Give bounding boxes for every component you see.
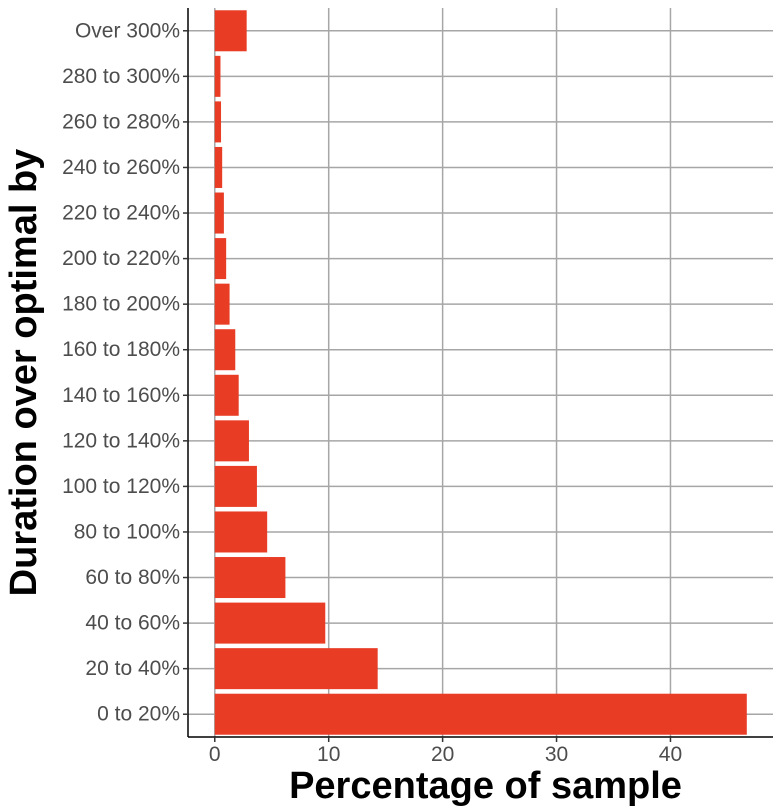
bar — [214, 374, 239, 416]
y-tick-label: 100 to 120% — [62, 475, 180, 498]
bar — [214, 648, 378, 690]
bar — [214, 557, 286, 599]
y-tick-label: 220 to 240% — [62, 202, 180, 225]
bar — [214, 329, 236, 371]
x-axis-title: Percentage of sample — [289, 765, 682, 807]
bar — [214, 693, 747, 735]
x-tick-label: 0 — [209, 743, 221, 766]
y-tick-label: 160 to 180% — [62, 338, 180, 361]
x-tick-label: 10 — [317, 743, 340, 766]
bar — [214, 192, 224, 234]
y-tick-label: 240 to 260% — [62, 156, 180, 179]
y-tick-label: 20 to 40% — [85, 657, 180, 680]
y-tick-label: 40 to 60% — [85, 612, 180, 635]
x-tick-label: 20 — [431, 743, 454, 766]
y-tick-label: 60 to 80% — [85, 566, 180, 589]
bar — [214, 10, 247, 52]
y-tick-label: 200 to 220% — [62, 247, 180, 270]
x-tick-label: 40 — [659, 743, 682, 766]
bar — [214, 602, 326, 644]
bar — [214, 101, 222, 143]
axes — [187, 8, 773, 738]
bar — [214, 238, 227, 280]
bar — [214, 55, 221, 97]
bar — [214, 283, 230, 325]
bar — [214, 511, 268, 553]
y-tick-label: 120 to 140% — [62, 429, 180, 452]
bar — [214, 146, 223, 188]
y-tick-label: 280 to 300% — [62, 65, 180, 88]
y-tick-label: 140 to 160% — [62, 384, 180, 407]
bars — [214, 10, 747, 735]
y-tick-label: 0 to 20% — [97, 703, 180, 726]
y-tick-label: 80 to 100% — [74, 520, 180, 543]
x-tick-labels: 0 10 20 30 40 — [209, 737, 682, 766]
y-tick-label: 260 to 280% — [62, 110, 180, 133]
grid-lines — [188, 8, 773, 737]
y-axis-title: Duration over optimal by — [3, 149, 45, 597]
x-tick-label: 30 — [545, 743, 568, 766]
bar — [214, 465, 257, 507]
y-tick-label: 180 to 200% — [62, 293, 180, 316]
bar — [214, 420, 249, 462]
y-tick-labels: 0 to 20% 20 to 40% 40 to 60% 60 to 80% 80 to… — [62, 19, 188, 726]
y-tick-label: Over 300% — [75, 19, 180, 42]
